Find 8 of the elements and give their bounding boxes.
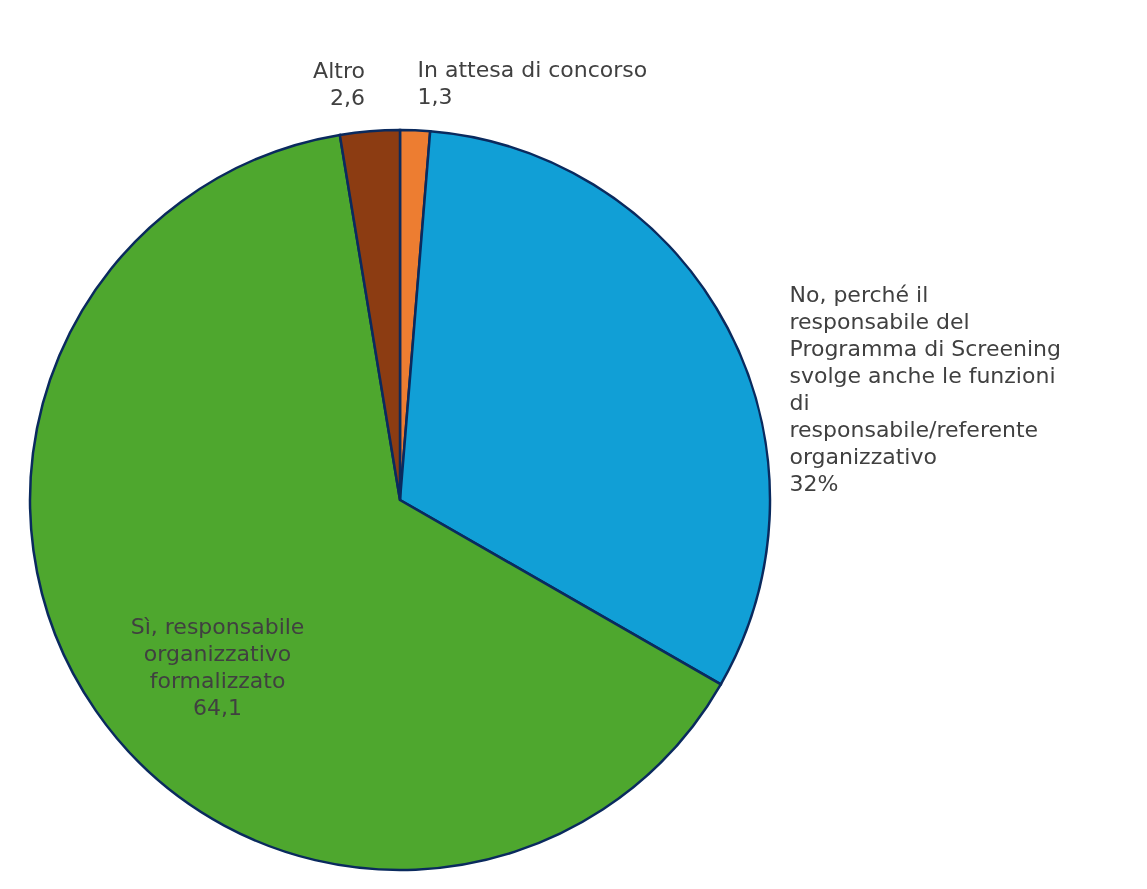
data-label: 64,1: [193, 694, 243, 720]
slice-label: No, perché il responsabile del Programma di Screening svolge anche le funzioni di responsabile/referente organizzativo: [789, 282, 1061, 470]
data-label: 1,3: [417, 84, 453, 110]
slice-label: In attesa di concorso: [417, 57, 648, 83]
data-label: 32%: [789, 471, 839, 497]
data-label: 2,6: [329, 85, 365, 111]
slice-label: Altro: [313, 58, 365, 84]
slice-label: Sì, responsabile organizzativo formalizzato: [130, 613, 305, 693]
